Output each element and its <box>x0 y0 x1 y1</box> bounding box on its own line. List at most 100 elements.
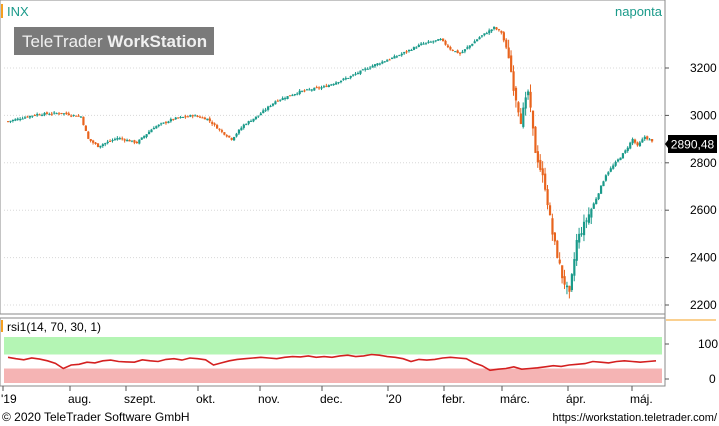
candle-up <box>400 53 403 56</box>
candle-up <box>648 139 651 141</box>
candle-up <box>432 41 435 43</box>
symbol-label[interactable]: INX <box>7 4 29 19</box>
candle-up <box>293 94 296 96</box>
time-tick-label: '19 <box>1 392 17 406</box>
candle-up <box>381 61 384 64</box>
candle-up <box>16 118 19 120</box>
candle-up <box>247 121 250 124</box>
candle-down <box>303 90 306 92</box>
candle-down <box>84 125 87 132</box>
candle-up <box>179 116 182 118</box>
candle-up <box>565 285 569 288</box>
candle-down <box>228 135 231 138</box>
candle-up <box>638 142 642 147</box>
candle-up <box>359 70 362 74</box>
candle-up <box>631 138 634 144</box>
time-tick-label: '20 <box>386 392 402 406</box>
candle-up <box>621 153 625 159</box>
candle-up <box>349 76 352 78</box>
rsi-title[interactable]: rsi1(14, 70, 30, 1) <box>7 320 101 334</box>
candle-up <box>24 117 27 119</box>
candle-up <box>320 87 323 89</box>
candle-up <box>118 138 121 140</box>
candle-up <box>604 175 608 181</box>
candle-down <box>33 115 36 117</box>
candle-up <box>466 47 469 49</box>
watermark-light: TeleTrader <box>22 32 107 51</box>
candle-down <box>546 189 549 206</box>
candle-up <box>291 95 294 97</box>
candle-down <box>92 140 95 143</box>
rsi-line <box>7 353 657 372</box>
website-link[interactable]: https://workstation.teletrader.com/ <box>553 412 718 424</box>
candle-down <box>223 132 226 135</box>
candle-down <box>325 85 328 87</box>
candle-up <box>235 133 238 137</box>
candle-up <box>573 259 576 276</box>
price-axis-ticks: 2200 2400 2600 2800 3000 3200 <box>665 61 717 312</box>
time-tick-label: máj. <box>630 392 653 406</box>
candle-up <box>43 112 46 116</box>
candle-up <box>143 136 146 138</box>
candle-up <box>398 55 401 57</box>
candle-down <box>459 52 462 54</box>
candle-down <box>531 110 535 129</box>
candle-up <box>641 139 644 143</box>
candle-down <box>497 29 501 31</box>
candle-up <box>393 56 396 59</box>
candle-up <box>342 78 345 80</box>
candle-down <box>510 55 513 72</box>
candle-up <box>62 113 66 115</box>
candle-down <box>507 47 510 59</box>
price-tick-label: 2800 <box>690 156 717 170</box>
price-tick-label: 3000 <box>690 108 717 122</box>
candle-up <box>575 239 578 261</box>
candle-up <box>590 209 593 218</box>
candle-down <box>58 113 61 115</box>
candle-down <box>172 119 175 121</box>
candle-up <box>599 185 603 194</box>
candle-up <box>403 52 406 54</box>
candle-up <box>439 38 442 40</box>
candle-up <box>113 138 117 140</box>
candle-up <box>356 72 360 74</box>
candle-down <box>449 47 452 50</box>
candle-down <box>215 125 219 129</box>
candle-down <box>70 115 73 117</box>
candle-up <box>327 85 330 88</box>
candle-up <box>597 193 600 200</box>
candle-up <box>612 165 615 169</box>
candle-up <box>383 61 386 63</box>
candle-up <box>483 33 486 36</box>
candle-up <box>274 101 277 105</box>
candle-down <box>512 71 515 91</box>
candle-up <box>264 109 267 111</box>
candle-down <box>405 51 408 53</box>
candle-up <box>237 129 241 134</box>
candle-down <box>26 116 29 118</box>
candle-up <box>607 172 610 175</box>
candle-up <box>463 49 467 52</box>
title-accent-bar <box>1 4 3 18</box>
candle-up <box>194 115 197 117</box>
price-tick-label: 2200 <box>690 298 717 312</box>
candle-up <box>582 221 586 236</box>
candle-up <box>366 68 369 70</box>
candle-up <box>101 144 104 147</box>
candle-up <box>140 137 143 140</box>
candle-up <box>614 161 617 166</box>
candle-up <box>454 51 457 53</box>
candle-down <box>96 143 100 148</box>
candle-up <box>373 64 377 67</box>
candle-down <box>276 100 279 102</box>
candle-up <box>106 141 109 144</box>
candle-down <box>495 27 498 30</box>
period-label[interactable]: naponta <box>615 4 663 19</box>
candle-down <box>38 114 41 116</box>
candle-up <box>181 116 185 118</box>
candle-up <box>473 41 476 44</box>
candle-up <box>595 198 598 205</box>
candle-up <box>410 49 413 51</box>
candle-up <box>522 107 525 127</box>
